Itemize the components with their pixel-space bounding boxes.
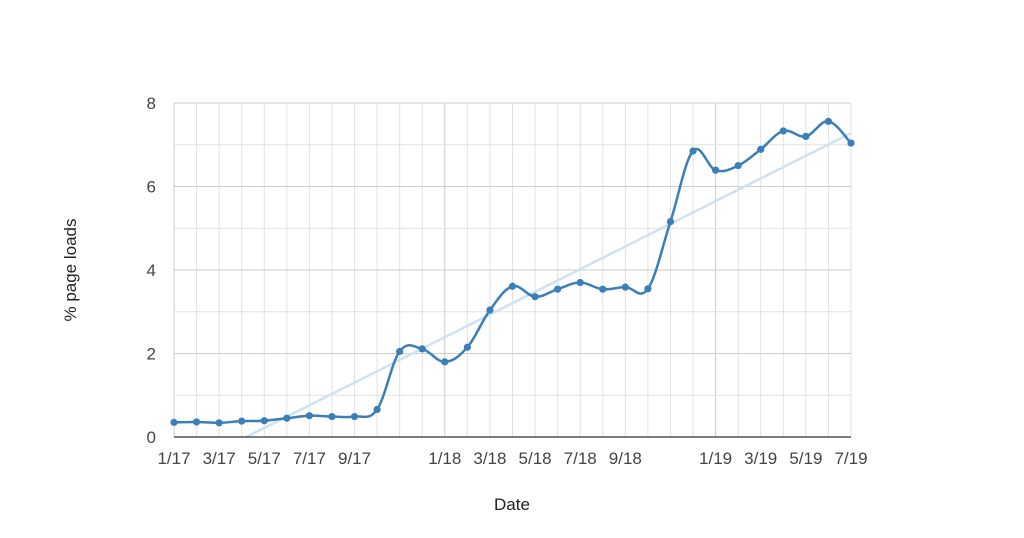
data-point [328, 412, 336, 421]
data-point [554, 285, 562, 293]
data-point [576, 278, 584, 287]
data-point [666, 217, 675, 226]
data-point [779, 127, 787, 135]
x-tick-label: 7/17 [293, 449, 326, 468]
data-point [486, 306, 494, 314]
data-point [373, 405, 381, 414]
y-tick-label: 0 [147, 428, 156, 447]
data-point [734, 162, 742, 170]
x-axis-title: Date [494, 495, 530, 514]
data-point [170, 418, 178, 426]
x-tick-label: 7/19 [834, 449, 867, 468]
data-point [712, 166, 720, 174]
y-tick-label: 2 [147, 345, 156, 364]
data-point [531, 293, 539, 301]
x-tick-label: 5/17 [248, 449, 281, 468]
y-tick-label: 8 [147, 94, 156, 113]
data-point [621, 283, 629, 291]
data-point [847, 139, 855, 147]
data-point [824, 117, 833, 125]
data-point [689, 147, 697, 155]
data-point [260, 417, 268, 425]
x-tick-label: 1/17 [157, 449, 190, 468]
x-tick-label: 9/17 [338, 449, 371, 468]
data-point [441, 358, 449, 366]
data-points [170, 117, 855, 427]
y-tick-labels: 0 2 4 6 8 [147, 94, 156, 447]
y-tick-label: 6 [147, 178, 156, 197]
data-point [192, 418, 201, 426]
x-tick-label: 5/19 [789, 449, 822, 468]
data-point [238, 417, 246, 425]
y-tick-label: 4 [147, 261, 156, 280]
x-tick-labels: 1/17 3/17 5/17 7/17 9/17 1/18 3/18 5/18 7/18 9/18… [157, 449, 867, 468]
x-tick-label: 3/17 [203, 449, 236, 468]
data-point [215, 419, 223, 427]
x-tick-label: 9/18 [609, 449, 642, 468]
x-tick-label: 1/18 [428, 449, 461, 468]
data-point [508, 282, 517, 290]
data-point [283, 414, 291, 422]
x-tick-label: 1/19 [699, 449, 732, 468]
grid [173, 102, 852, 438]
data-point [757, 145, 765, 153]
x-tick-label: 3/19 [744, 449, 777, 468]
data-point [418, 345, 426, 353]
data-point [599, 285, 607, 293]
x-tick-label: 7/18 [564, 449, 597, 468]
data-point [396, 347, 404, 356]
x-tick-label: 3/18 [473, 449, 506, 468]
data-point [350, 412, 359, 421]
data-point [644, 285, 652, 293]
data-point [802, 132, 810, 140]
data-point [305, 412, 313, 420]
y-axis-title: % page loads [61, 218, 80, 321]
x-tick-label: 5/18 [519, 449, 552, 468]
data-point [463, 343, 471, 351]
